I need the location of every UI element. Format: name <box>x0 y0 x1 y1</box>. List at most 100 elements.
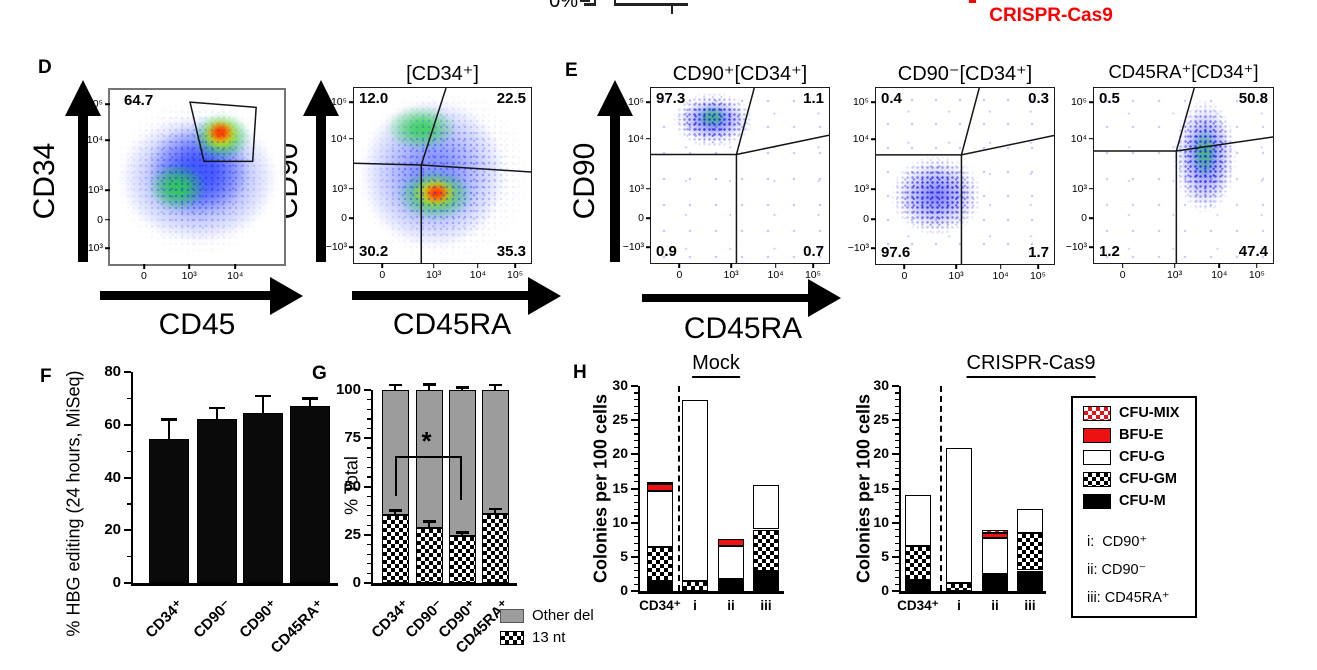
y-tick-label: −10³ <box>847 242 869 255</box>
y-axis-minor-tick <box>894 570 899 572</box>
cd90-axis-arrow-shaft <box>316 115 326 262</box>
quadrant-label-br: 1.7 <box>1028 244 1049 261</box>
error-bar-cap <box>488 383 502 387</box>
legend-g-13nt: 13 nt <box>500 629 565 646</box>
gate-overlay <box>876 88 1054 264</box>
x-tick-label: 0 <box>676 269 683 281</box>
y-axis-tick <box>349 137 354 140</box>
bar-segment <box>718 578 744 591</box>
bar-segment <box>481 390 509 514</box>
y-tick-label: 60 <box>104 415 121 433</box>
legend-h-cfu-gm: CFU-GM <box>1083 471 1177 487</box>
category-label: CD34⁺ <box>897 598 939 613</box>
x-axis-tick <box>234 264 237 269</box>
scatter-speckle <box>890 154 983 236</box>
error-bar-cap <box>422 383 436 386</box>
density-layer <box>110 90 284 264</box>
y-axis-minor-tick <box>633 570 638 572</box>
y-axis-tick <box>1089 101 1094 103</box>
y-tick-label: −10³ <box>622 241 644 254</box>
cd45ra-axis-label-e: CD45RA <box>683 312 803 345</box>
legend-h-cfu-g-label: CFU-G <box>1119 449 1165 465</box>
quadrant-label-bl: 1.2 <box>1099 243 1120 260</box>
y-tick-label: 15 <box>612 479 628 496</box>
cd45ra-axis-arrow-head-icon <box>528 277 561 315</box>
y-axis-minor-tick <box>894 508 899 510</box>
x-tick-label: 10⁴ <box>992 270 1009 282</box>
y-axis-tick <box>349 101 354 103</box>
bar-segment <box>982 532 1008 539</box>
y-axis-tick <box>363 389 371 391</box>
x-tick-label: 10⁵ <box>1248 269 1265 281</box>
y-axis-minor-tick <box>633 501 638 503</box>
y-tick-label: 0 <box>620 582 628 598</box>
flow-plot-title: [CD34⁺] <box>406 63 479 85</box>
y-tick-label: 10 <box>873 513 889 530</box>
y-axis-minor-tick <box>366 447 371 449</box>
y-tick-label: 0 <box>112 574 121 591</box>
y-axis-tick <box>1089 217 1094 220</box>
y-axis-line <box>370 390 373 586</box>
y-axis-minor-tick <box>366 476 371 478</box>
y-axis-minor-tick <box>894 515 899 517</box>
y-axis-minor-tick <box>366 428 371 430</box>
y-tick-label: 5 <box>620 547 628 564</box>
x-tick-label: 10³ <box>723 269 739 281</box>
y-tick-label: 10⁴ <box>852 133 869 146</box>
cd45-axis-label: CD45 <box>158 308 236 341</box>
y-axis-minor-tick <box>633 515 638 517</box>
y-axis-minor-tick <box>894 529 899 531</box>
y-axis-tick <box>123 529 131 532</box>
x-tick-label: 10⁴ <box>1211 269 1228 281</box>
y-axis-minor-tick <box>633 481 638 483</box>
bar <box>243 412 283 583</box>
y-tick-label: 0 <box>863 213 869 226</box>
quadrant-label-tl: 12.0 <box>359 90 389 107</box>
bar-segment <box>647 580 673 591</box>
flow-plot-cd90pos: 97.3 1.1 0.9 0.7 CD90⁺[CD34⁺] 10⁵ 10⁴ 10³ 0 −10³ 0… <box>623 63 830 281</box>
y-axis-minor-tick <box>633 392 638 394</box>
cd45ra-axis-arrow-shaft <box>352 291 528 300</box>
cfu-gm-swatch-icon <box>1083 471 1111 487</box>
y-axis-tick <box>630 385 638 387</box>
flow-plot-cd45rapos: 0.5 50.8 1.2 47.4 CD45RA⁺[CD34⁺] 10⁵ 10⁴ 10³ 0 −1… <box>1066 61 1274 281</box>
x-axis-tick <box>903 264 906 269</box>
bfu-e-swatch-icon <box>1083 427 1111 443</box>
x-axis-tick <box>432 263 435 268</box>
cd90-axis-arrow-head-icon-e <box>597 80 633 116</box>
cd34-axis-arrow-head-icon <box>65 80 101 116</box>
flow-plot-cd34-vs-cd45: 64.7 10⁵ 10⁴ 10³ 0 −10³ 0 10³ 10⁴ <box>82 88 286 282</box>
bar-segment <box>982 573 1008 591</box>
y-tick-label: 10⁵ <box>627 96 644 108</box>
legend-h-cfu-gm-label: CFU-GM <box>1119 471 1177 487</box>
quadrant-label-tl: 0.4 <box>881 90 902 107</box>
y-axis-minor-tick <box>366 457 371 459</box>
y-tick-label: 40 <box>104 468 121 486</box>
y-axis-tick <box>891 419 899 422</box>
x-axis-tick <box>1121 263 1124 268</box>
bar-segment <box>905 580 931 591</box>
y-axis-minor-tick <box>633 508 638 510</box>
y-axis-tick <box>123 371 131 373</box>
y-axis-minor-tick <box>126 397 131 400</box>
y-axis-tick <box>630 453 638 456</box>
scatter-speckle <box>651 88 829 263</box>
flow-plot-title: CD45RA⁺[CD34⁺] <box>1108 61 1259 82</box>
legend-h-cfu-mix-label: CFU-MIX <box>1119 405 1180 421</box>
panel-letter-d: D <box>38 57 52 78</box>
y-tick-label: 0 <box>881 582 889 598</box>
significance-bracket <box>460 455 462 500</box>
x-axis-tick <box>477 263 479 268</box>
category-label: ii <box>727 598 735 613</box>
error-bar-cap <box>455 531 469 534</box>
bar-segment <box>1017 509 1043 533</box>
y-tick-label: 10⁵ <box>330 96 347 108</box>
cd45ra-axis-label: CD45RA <box>392 308 512 341</box>
x-axis-line <box>637 591 784 594</box>
y-axis-minor-tick <box>894 460 899 462</box>
error-bar-stem <box>461 532 463 536</box>
y-tick-label: 0 <box>341 212 347 225</box>
y-axis-minor-tick <box>633 542 638 544</box>
y-tick-label: 80 <box>104 363 121 380</box>
